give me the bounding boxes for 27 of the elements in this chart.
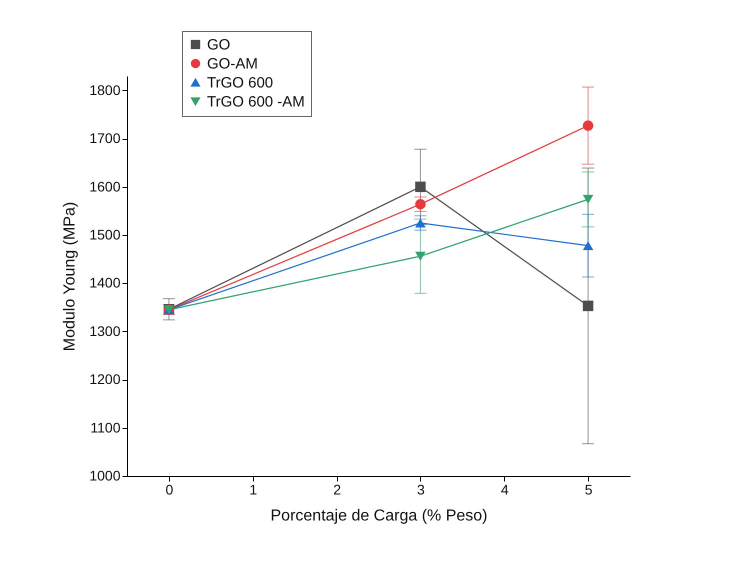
- point: [582, 300, 594, 312]
- point: [415, 218, 426, 228]
- y-tick-label: 1600: [89, 178, 121, 194]
- point: [415, 198, 426, 210]
- legend-label: TrGO 600: [207, 74, 274, 92]
- y-tick-label: 1200: [89, 371, 121, 388]
- y-tick-label: 1400: [89, 274, 121, 291]
- y-tick-label: 1300: [89, 322, 121, 339]
- y-axis-title: Modulo Young (MPa): [61, 202, 78, 352]
- point: [582, 120, 594, 131]
- y-tick-label: 1500: [89, 226, 121, 243]
- point: [415, 182, 426, 192]
- point: [582, 241, 594, 250]
- x-tick-label: 3: [417, 482, 426, 498]
- legend-label: GO: [207, 36, 230, 54]
- y-tick-label: 1700: [89, 130, 121, 146]
- legend-label: TrGO 600 -AM: [207, 94, 305, 110]
- y-tick-label: 1100: [90, 419, 121, 436]
- x-tick-label: 4: [500, 482, 509, 498]
- y-tick-label: 1000: [89, 468, 121, 484]
- x-tick-label: 2: [333, 482, 342, 498]
- x-tick-label: 5: [584, 482, 593, 498]
- legend-label: GO-AM: [207, 56, 258, 72]
- x-tick-label: 1: [249, 482, 258, 498]
- x-axis-title: Porcentaje de Carga (% Peso): [270, 508, 488, 524]
- x-tick-label: 0: [166, 482, 174, 498]
- y-tick-label: 1800: [89, 82, 121, 98]
